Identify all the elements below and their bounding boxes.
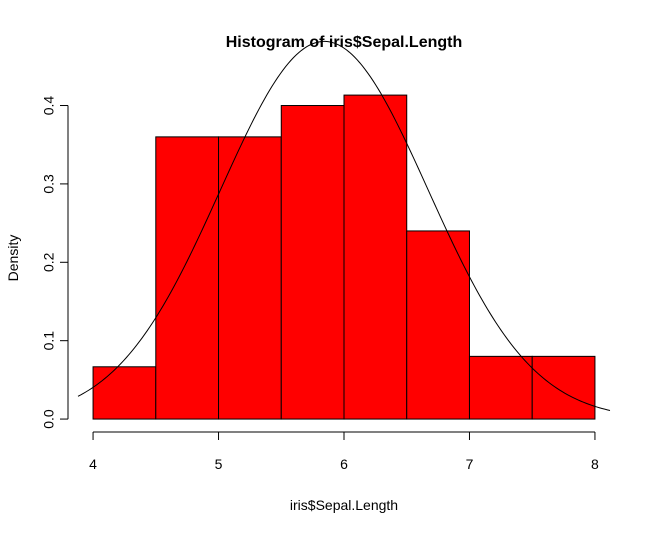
- x-axis-ticks: 4 5 6 7 8: [89, 432, 599, 472]
- y-axis-ticks: 0.0 0.1 0.2 0.3 0.4: [41, 96, 68, 429]
- x-tick-label-6: 6: [340, 456, 348, 472]
- histogram-bar-6: [406, 230, 470, 420]
- histogram-bar-7: [468, 355, 533, 420]
- histogram-bars: [92, 94, 596, 420]
- y-tick-label-0.2: 0.2: [41, 252, 57, 272]
- y-tick-label-0.3: 0.3: [41, 174, 57, 194]
- y-axis-label: Density: [5, 235, 21, 282]
- histogram-bar-1: [92, 366, 157, 420]
- y-tick-label-0.0: 0.0: [41, 409, 57, 429]
- histogram-bar-3: [218, 136, 282, 420]
- histogram-bar-5: [343, 94, 408, 420]
- x-tick-label-4: 4: [89, 456, 97, 472]
- y-tick-label-0.1: 0.1: [41, 331, 57, 351]
- histogram-bar-2: [155, 136, 220, 420]
- x-tick-label-7: 7: [466, 456, 474, 472]
- density-curve: [77, 40, 611, 411]
- x-axis-label: iris$Sepal.Length: [290, 497, 398, 513]
- histogram-bar-4: [280, 105, 345, 420]
- chart-title: Histogram of iris$Sepal.Length: [226, 34, 462, 51]
- histogram-bar-8: [531, 355, 596, 420]
- x-tick-label-8: 8: [591, 456, 599, 472]
- x-tick-label-5: 5: [215, 456, 223, 472]
- y-tick-label-0.4: 0.4: [41, 96, 57, 116]
